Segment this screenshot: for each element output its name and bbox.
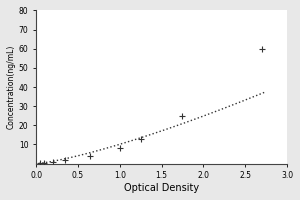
X-axis label: Optical Density: Optical Density: [124, 183, 199, 193]
Y-axis label: Concentration(ng/mL): Concentration(ng/mL): [7, 45, 16, 129]
